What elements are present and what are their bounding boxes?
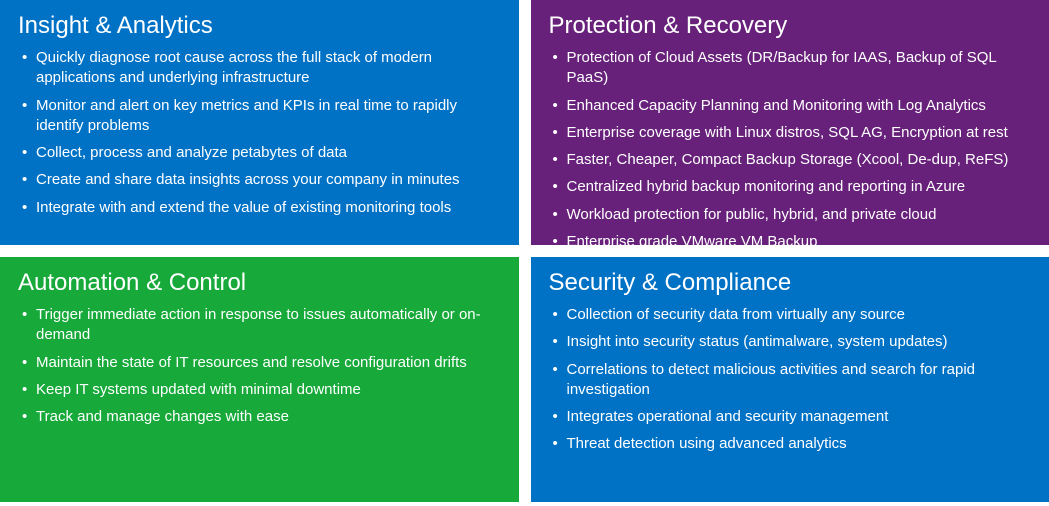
panel-title: Security & Compliance <box>549 269 1032 297</box>
list-item: Faster, Cheaper, Compact Backup Storage … <box>549 150 1032 170</box>
list-item: Workload protection for public, hybrid, … <box>549 205 1032 225</box>
list-item: Integrates operational and security mana… <box>549 407 1032 427</box>
list-item: Quickly diagnose root cause across the f… <box>18 48 501 89</box>
list-item: Insight into security status (antimalwar… <box>549 332 1032 352</box>
list-item: Maintain the state of IT resources and r… <box>18 353 501 373</box>
list-item: Threat detection using advanced analytic… <box>549 434 1032 454</box>
list-item: Monitor and alert on key metrics and KPI… <box>18 96 501 137</box>
list-item: Track and manage changes with ease <box>18 407 501 427</box>
list-item: Create and share data insights across yo… <box>18 170 501 190</box>
panel-automation-control: Automation & Control Trigger immediate ac… <box>0 257 519 502</box>
list-item: Collection of security data from virtual… <box>549 305 1032 325</box>
list-item: Enterprise coverage with Linux distros, … <box>549 123 1032 143</box>
list-item: Protection of Cloud Assets (DR/Backup fo… <box>549 48 1032 89</box>
list-item: Enhanced Capacity Planning and Monitorin… <box>549 96 1032 116</box>
list-item: Centralized hybrid backup monitoring and… <box>549 177 1032 197</box>
panel-title: Automation & Control <box>18 269 501 297</box>
panel-grid: Insight & Analytics Quickly diagnose root… <box>0 0 1049 502</box>
panel-item-list: Quickly diagnose root cause across the f… <box>18 48 501 225</box>
list-item: Correlations to detect malicious activit… <box>549 360 1032 401</box>
list-item: Keep IT systems updated with minimal dow… <box>18 380 501 400</box>
panel-item-list: Trigger immediate action in response to … <box>18 305 501 434</box>
panel-item-list: Collection of security data from virtual… <box>549 305 1032 462</box>
panel-insight-analytics: Insight & Analytics Quickly diagnose root… <box>0 0 519 245</box>
panel-title: Protection & Recovery <box>549 12 1032 40</box>
list-item: Collect, process and analyze petabytes o… <box>18 143 501 163</box>
panel-security-compliance: Security & Compliance Collection of secur… <box>531 257 1049 502</box>
panel-protection-recovery: Protection & Recovery Protection of Cloud… <box>531 0 1049 245</box>
panel-item-list: Protection of Cloud Assets (DR/Backup fo… <box>549 48 1032 259</box>
list-item: Enterprise grade VMware VM Backup <box>549 232 1032 252</box>
panel-title: Insight & Analytics <box>18 12 501 40</box>
list-item: Integrate with and extend the value of e… <box>18 198 501 218</box>
list-item: Trigger immediate action in response to … <box>18 305 501 346</box>
